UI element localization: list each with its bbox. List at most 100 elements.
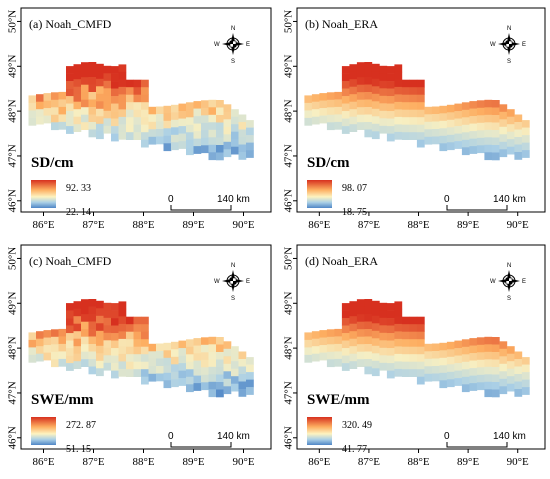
scale-bar: 0 140 km bbox=[168, 431, 250, 448]
raster-cell bbox=[476, 344, 485, 353]
raster-cell bbox=[319, 330, 328, 338]
compass-e-label: E bbox=[522, 279, 526, 285]
raster-cell bbox=[81, 107, 89, 115]
raster-cell bbox=[246, 135, 254, 143]
raster-cell bbox=[66, 118, 74, 127]
raster-cell bbox=[326, 336, 335, 345]
raster-cell bbox=[208, 359, 217, 368]
raster-cell bbox=[96, 63, 104, 72]
raster-cell bbox=[364, 351, 373, 360]
raster-cell bbox=[461, 384, 470, 393]
variable-label: SD/cm bbox=[31, 155, 74, 171]
raster-cell bbox=[96, 345, 104, 354]
raster-cell bbox=[133, 109, 142, 118]
legend-colorbar bbox=[31, 180, 56, 208]
raster-cell bbox=[58, 343, 67, 352]
raster-cell bbox=[469, 383, 478, 391]
north-arrow-icon: N S E W bbox=[490, 26, 526, 65]
raster-cell bbox=[341, 303, 350, 311]
raster-cell bbox=[88, 114, 97, 123]
x-tick-label: 88°E bbox=[407, 219, 429, 231]
raster-cell bbox=[171, 349, 179, 358]
raster-cell bbox=[446, 127, 455, 136]
raster-cell bbox=[334, 91, 343, 100]
raster-cell bbox=[446, 119, 455, 128]
x-tick-label: 90°E bbox=[232, 456, 254, 468]
raster-cell bbox=[341, 348, 350, 356]
raster-cell bbox=[73, 346, 82, 354]
y-tick-label: 46°N bbox=[7, 426, 19, 449]
raster-cell bbox=[476, 122, 485, 131]
raster-cell bbox=[171, 356, 179, 365]
raster-cell bbox=[118, 353, 127, 362]
raster-cell bbox=[96, 330, 104, 339]
raster-cell bbox=[439, 113, 448, 122]
raster-cell bbox=[349, 353, 358, 362]
raster-cell bbox=[141, 87, 149, 95]
raster-cell bbox=[364, 366, 373, 375]
north-arrow-icon: N S E W bbox=[214, 26, 250, 65]
raster-cell bbox=[231, 353, 239, 362]
raster-cell bbox=[349, 338, 358, 347]
raster-cell bbox=[379, 325, 388, 334]
raster-cell bbox=[506, 346, 515, 354]
x-tick-label: 87°E bbox=[82, 456, 104, 468]
raster-cell bbox=[491, 389, 500, 398]
raster-cell bbox=[386, 325, 395, 334]
raster-cell bbox=[156, 136, 164, 145]
raster-cell bbox=[36, 353, 44, 362]
raster-cell bbox=[156, 106, 164, 115]
raster-cell bbox=[43, 115, 52, 124]
raster-cell bbox=[103, 310, 112, 319]
raster-cell bbox=[386, 88, 395, 97]
raster-cell bbox=[386, 310, 395, 319]
raster-cell bbox=[499, 341, 508, 350]
raster-cell bbox=[379, 317, 388, 326]
raster-cell bbox=[96, 323, 104, 332]
raster-cell bbox=[349, 308, 358, 317]
compass-e-label: E bbox=[246, 42, 250, 48]
raster-cell bbox=[356, 336, 365, 345]
raster-cell bbox=[58, 336, 67, 345]
raster-cell bbox=[416, 79, 425, 88]
raster-cell bbox=[379, 65, 388, 74]
raster-cell bbox=[409, 124, 418, 133]
legend-min-label: 18. 75 bbox=[342, 207, 367, 218]
scale-start-label: 0 bbox=[168, 194, 174, 205]
raster-cell bbox=[499, 378, 508, 387]
raster-cell bbox=[476, 367, 485, 376]
raster-cell bbox=[126, 132, 134, 140]
raster-cell bbox=[349, 79, 358, 87]
raster-cell bbox=[304, 117, 313, 126]
y-tick-label: 46°N bbox=[283, 189, 295, 212]
raster-cell bbox=[311, 101, 320, 110]
raster-cell bbox=[111, 96, 119, 104]
raster-cell bbox=[416, 324, 425, 332]
raster-cell bbox=[499, 111, 508, 120]
raster-cell bbox=[326, 107, 335, 116]
raster-cell bbox=[66, 303, 74, 311]
raster-cell bbox=[81, 114, 89, 123]
raster-cell bbox=[394, 101, 403, 110]
raster-cell bbox=[141, 376, 149, 385]
raster-cell bbox=[103, 362, 112, 371]
raster-cell bbox=[156, 121, 164, 130]
raster-cell bbox=[401, 361, 410, 370]
raster-cell bbox=[311, 353, 320, 362]
raster-cell bbox=[341, 66, 350, 74]
raster-cell bbox=[394, 346, 403, 355]
raster-cell bbox=[341, 81, 350, 89]
raster-cell bbox=[401, 117, 410, 125]
raster-cell bbox=[88, 84, 97, 93]
raster-cell bbox=[126, 316, 134, 325]
raster-cell bbox=[341, 355, 350, 364]
raster-cell bbox=[476, 100, 485, 109]
raster-cell bbox=[81, 314, 89, 322]
raster-cell bbox=[66, 103, 74, 112]
raster-cell bbox=[171, 119, 179, 128]
raster-cell bbox=[208, 344, 217, 353]
raster-cell bbox=[326, 329, 335, 338]
raster-cell bbox=[439, 357, 448, 366]
raster-cell bbox=[216, 137, 224, 146]
raster-cell bbox=[193, 353, 202, 361]
